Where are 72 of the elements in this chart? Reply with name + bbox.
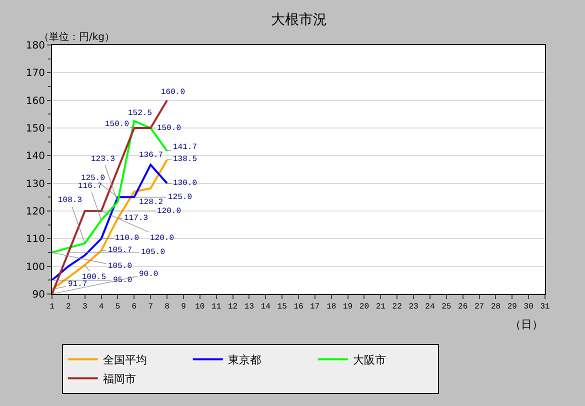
- x-tick-label: 19: [342, 302, 353, 312]
- data-label: 100.5: [82, 273, 106, 282]
- data-label: 108.3: [58, 196, 82, 205]
- x-tick-label: 5: [115, 302, 120, 312]
- x-tick-label: 3: [82, 302, 88, 312]
- x-tick-label: 30: [524, 302, 534, 312]
- x-tick-label: 17: [310, 302, 320, 312]
- data-label: 136.7: [139, 151, 164, 160]
- x-tick-label: 31: [540, 302, 550, 312]
- x-tick-label: 27: [474, 302, 484, 312]
- data-label: 120.0: [157, 207, 182, 216]
- legend-label: 全国平均: [102, 354, 147, 367]
- x-tick-label: 8: [164, 302, 170, 312]
- x-tick-label: 21: [376, 302, 386, 312]
- data-label: 110.0: [115, 234, 140, 243]
- x-tick-label: 26: [458, 302, 468, 312]
- x-tick-label: 16: [294, 302, 304, 312]
- x-tick-label: 6: [132, 302, 137, 312]
- x-tick-label: 12: [228, 302, 238, 312]
- x-tick-label: 4: [98, 302, 104, 312]
- chart-title: 大根市況: [271, 12, 327, 28]
- data-label: 105.7: [108, 246, 132, 255]
- x-tick-label: 23: [408, 302, 419, 312]
- x-tick-label: 11: [212, 302, 222, 312]
- x-tick-label: 20: [359, 302, 370, 312]
- data-label: 130.0: [173, 179, 198, 188]
- data-label: 123.3: [91, 155, 116, 164]
- data-label: 152.5: [128, 109, 152, 118]
- data-label: 138.5: [173, 155, 198, 164]
- y-tick-label: 140: [26, 151, 45, 162]
- x-tick-label: 28: [490, 302, 501, 312]
- x-tick-label: 15: [277, 302, 288, 312]
- y-tick-label: 160: [26, 96, 45, 107]
- x-tick-label: 25: [442, 302, 452, 312]
- data-label: 90.0: [139, 270, 158, 279]
- data-label: 95.0: [113, 276, 132, 285]
- y-tick-label: 180: [26, 40, 45, 52]
- x-tick-label: 1: [50, 302, 55, 312]
- data-label: 128.2: [139, 198, 164, 207]
- data-label: 117.3: [124, 214, 148, 223]
- x-tick-label: 22: [392, 302, 402, 312]
- legend-label: 福岡市: [102, 372, 136, 386]
- x-tick-label: 24: [425, 302, 435, 312]
- x-tick-label: 18: [326, 302, 336, 312]
- legend-label: 大阪市: [352, 354, 386, 367]
- data-label: 105.0: [108, 262, 132, 271]
- data-label: 125.0: [81, 174, 106, 183]
- data-label: 160.0: [161, 88, 186, 97]
- data-label: 116.7: [78, 182, 102, 191]
- y-tick-label: 150: [26, 124, 45, 134]
- x-tick-label: 29: [507, 302, 518, 312]
- x-tick-label: 13: [244, 302, 254, 312]
- x-tick-label: 9: [181, 302, 186, 312]
- data-label: 150.0: [157, 124, 182, 133]
- y-tick-label: 90: [32, 290, 45, 300]
- x-tick-label: 10: [195, 302, 205, 312]
- y-tick-label: 170: [26, 68, 45, 80]
- data-label: 91.7: [68, 280, 88, 289]
- y-tick-label: 130: [26, 178, 45, 190]
- y-tick-label: 100: [26, 262, 45, 273]
- data-label: 105.0: [141, 248, 166, 257]
- x-tick-label: 7: [148, 302, 154, 312]
- data-label: 125.0: [168, 193, 192, 202]
- y-tick-label: 120: [26, 206, 45, 218]
- x-tick-label: 14: [260, 302, 271, 312]
- legend-label: 東京都: [228, 354, 261, 367]
- data-label: 150.0: [105, 120, 130, 129]
- x-axis-title: （日）: [510, 318, 543, 331]
- data-label: 120.0: [150, 234, 174, 243]
- data-label: 141.7: [173, 143, 198, 152]
- y-tick-label: 110: [26, 234, 45, 246]
- x-tick-label: 2: [66, 302, 72, 312]
